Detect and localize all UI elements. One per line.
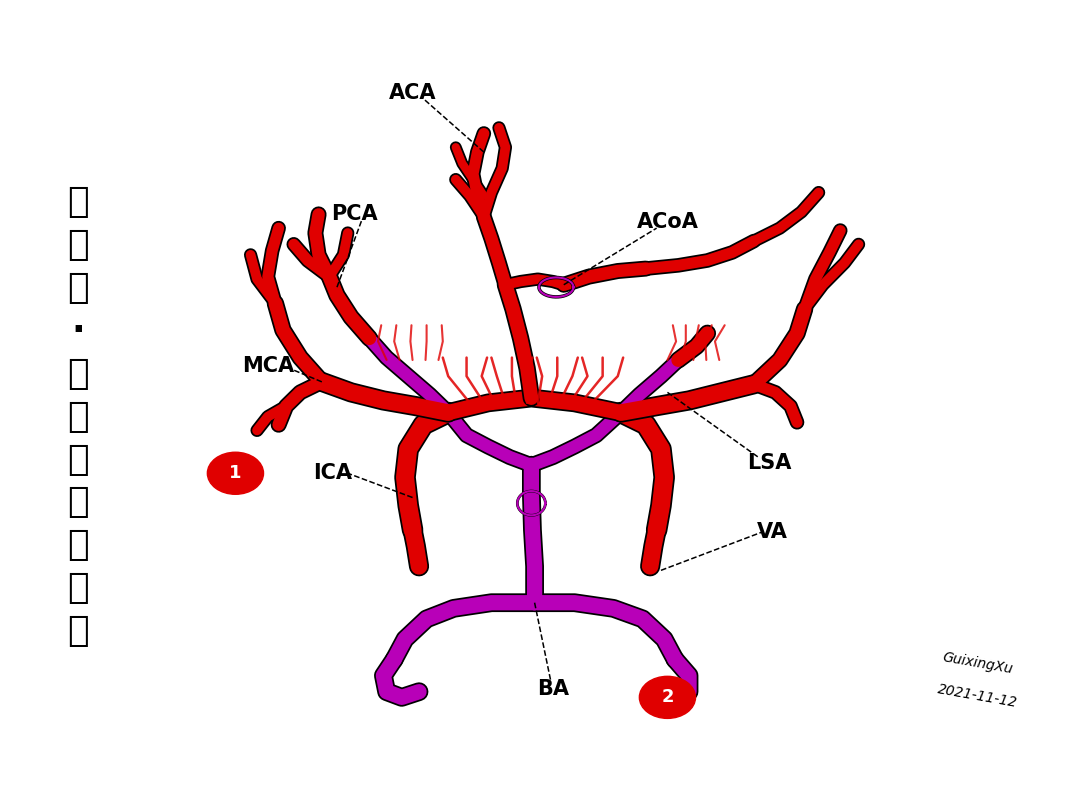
Text: LSA: LSA bbox=[746, 453, 792, 472]
Text: 2: 2 bbox=[661, 688, 674, 706]
Circle shape bbox=[639, 676, 696, 718]
Text: 2021-11-12: 2021-11-12 bbox=[936, 682, 1018, 709]
Text: 冠: 冠 bbox=[67, 185, 89, 219]
Text: 状: 状 bbox=[67, 228, 89, 262]
Text: VA: VA bbox=[757, 523, 787, 542]
Text: MCA: MCA bbox=[242, 356, 294, 375]
Text: 大: 大 bbox=[67, 443, 89, 477]
Text: 统: 统 bbox=[67, 614, 89, 648]
Text: 血: 血 bbox=[67, 528, 89, 562]
Text: ACoA: ACoA bbox=[636, 213, 699, 232]
Text: ICA: ICA bbox=[313, 464, 352, 483]
Text: BA: BA bbox=[537, 680, 569, 699]
Text: 系: 系 bbox=[67, 571, 89, 605]
Text: GuixingXu: GuixingXu bbox=[941, 650, 1014, 676]
Text: ·: · bbox=[71, 314, 84, 348]
Text: 供: 供 bbox=[67, 485, 89, 519]
Text: 脑: 脑 bbox=[67, 357, 89, 391]
Circle shape bbox=[207, 452, 264, 494]
Text: ACA: ACA bbox=[389, 83, 436, 103]
Text: 位: 位 bbox=[67, 271, 89, 305]
Text: 两: 两 bbox=[67, 400, 89, 434]
Text: 1: 1 bbox=[229, 464, 242, 482]
Text: PCA: PCA bbox=[330, 205, 378, 224]
